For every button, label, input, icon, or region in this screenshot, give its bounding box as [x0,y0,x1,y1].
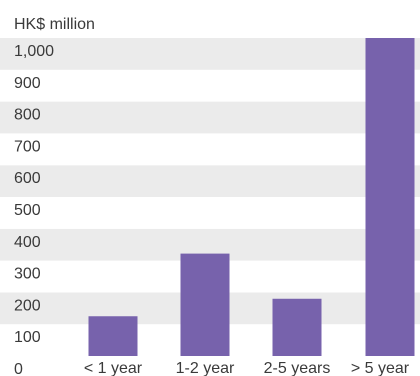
bar [365,38,415,356]
background-band [0,133,420,166]
bars [88,38,415,356]
y-tick-label: 200 [14,297,41,314]
y-tick-label: 900 [14,75,41,92]
bar [88,316,138,356]
background-band [0,197,420,229]
category-label: 1-2 year [176,360,235,376]
y-tick-label: 800 [14,107,41,124]
y-tick-label: 0 [14,361,23,376]
y-tick-label: 1,000 [14,43,54,60]
category-label: < 1 year [84,360,143,376]
y-axis-unit-label: HK$ million [14,16,95,33]
background-bands [0,38,420,356]
y-tick-label: 500 [14,202,41,219]
bar [272,298,322,356]
background-band [0,101,420,134]
y-tick-label: 600 [14,170,41,187]
y-axis-ticks: 0 100 200 300 400 500 600 700 800 900 1,000 [14,43,54,376]
y-tick-label: 300 [14,266,41,283]
bar [180,253,230,356]
background-band [0,165,420,197]
y-tick-label: 100 [14,329,41,346]
background-band [0,38,420,70]
background-band [0,69,420,102]
x-axis-categories: < 1 year 1-2 year 2-5 years > 5 year [84,360,410,376]
category-label: 2-5 years [264,360,331,376]
y-tick-label: 400 [14,234,41,251]
category-label: > 5 year [351,360,410,376]
y-tick-label: 700 [14,138,41,155]
